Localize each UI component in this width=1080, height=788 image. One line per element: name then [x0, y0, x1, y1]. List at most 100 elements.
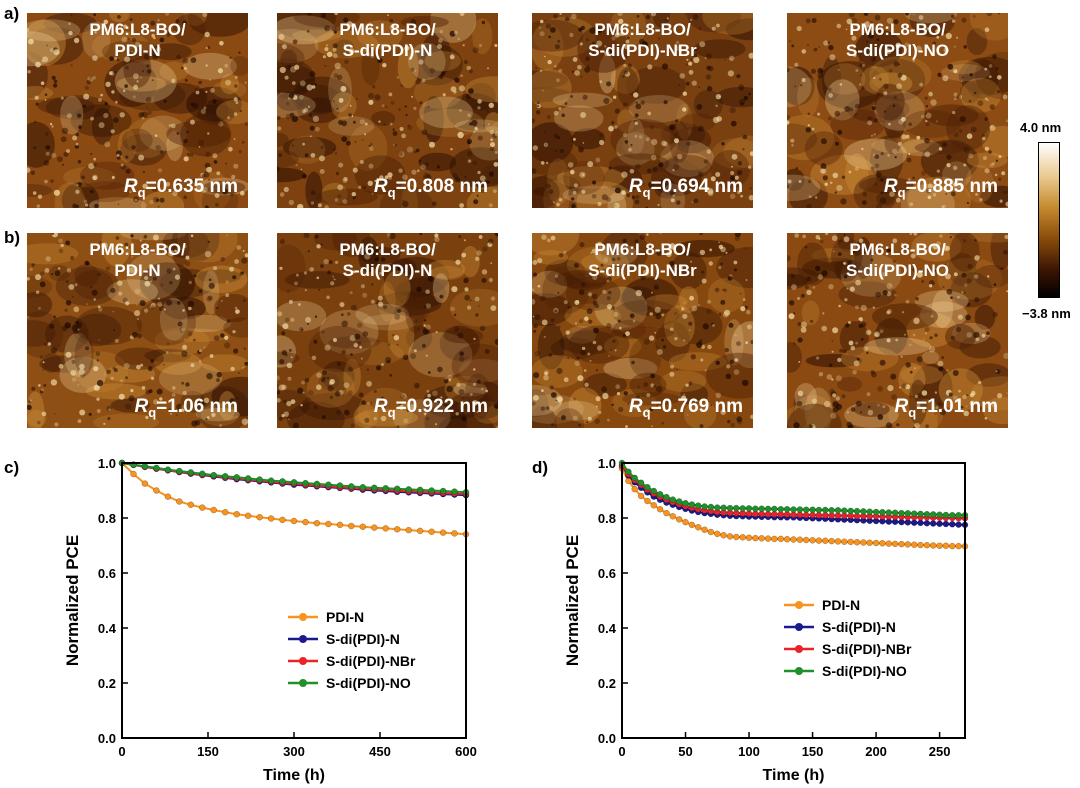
afm-speckle — [103, 19, 109, 25]
afm-speckle — [641, 41, 648, 48]
data-point — [625, 468, 632, 476]
afm-speckle — [46, 44, 49, 47]
afm-speckle — [563, 300, 568, 305]
afm-grain — [166, 120, 231, 148]
afm-speckle — [734, 412, 737, 415]
afm-speckle — [294, 64, 300, 70]
afm-speckle — [678, 83, 681, 86]
afm-grain — [204, 98, 229, 123]
afm-speckle — [411, 169, 417, 175]
afm-speckle — [828, 45, 834, 51]
afm-speckle — [381, 404, 386, 409]
colorbar-max-label: 4.0 nm — [1020, 120, 1062, 135]
afm-speckle — [374, 179, 377, 183]
afm-speckle — [818, 372, 824, 377]
afm-speckle — [233, 112, 238, 116]
afm-grain — [532, 394, 584, 424]
afm-grain — [277, 92, 316, 118]
afm-speckle — [651, 13, 657, 17]
afm-grain — [787, 273, 808, 290]
afm-speckle — [1006, 392, 1008, 394]
afm-image-b-pdi-n: PM6:L8-BO/PDI-N Rq=1.06 nm — [27, 233, 248, 428]
afm-speckle — [789, 40, 792, 43]
afm-grain — [900, 183, 955, 208]
data-point — [656, 491, 664, 498]
afm-speckle — [351, 192, 356, 197]
afm-grain — [610, 119, 677, 160]
legend-label: S-di(PDI)-NBr — [326, 653, 416, 669]
afm-speckle — [986, 13, 993, 17]
afm-speckle — [664, 179, 667, 181]
afm-speckle — [182, 20, 187, 26]
afm-speckle — [685, 383, 689, 387]
afm-speckle — [40, 390, 44, 394]
afm-speckle — [193, 274, 197, 278]
afm-speckle — [590, 252, 593, 254]
afm-grain — [126, 117, 170, 158]
afm-speckle — [720, 262, 723, 266]
afm-speckle — [474, 296, 480, 302]
afm-speckle — [366, 52, 371, 57]
afm-speckle — [207, 240, 210, 243]
afm-speckle — [945, 273, 951, 280]
data-point — [428, 528, 435, 536]
afm-speckle — [901, 311, 905, 314]
afm-grain — [123, 48, 152, 88]
afm-speckle — [303, 233, 310, 239]
afm-speckle — [427, 266, 432, 271]
afm-speckle — [938, 147, 943, 151]
data-point — [199, 470, 206, 477]
afm-speckle — [315, 126, 320, 132]
afm-speckle — [205, 151, 211, 158]
data-point — [847, 507, 854, 515]
afm-speckle — [216, 372, 222, 378]
afm-speckle — [618, 32, 623, 37]
afm-grain — [839, 321, 869, 356]
afm-speckle — [887, 154, 890, 157]
afm-speckle — [128, 395, 135, 402]
afm-speckle — [361, 400, 366, 405]
afm-speckle — [382, 63, 387, 68]
afm-speckle — [826, 374, 833, 380]
afm-speckle — [281, 384, 287, 390]
afm-speckle — [159, 37, 165, 43]
afm-background — [532, 233, 753, 428]
afm-grain — [432, 273, 450, 303]
afm-speckle — [166, 33, 171, 37]
afm-grain — [787, 267, 820, 287]
afm-speckle — [666, 251, 672, 258]
afm-speckle — [140, 363, 144, 367]
afm-speckle — [398, 402, 402, 406]
afm-speckle — [718, 313, 722, 316]
afm-speckle — [176, 132, 180, 135]
afm-grain — [562, 185, 627, 205]
afm-speckle — [818, 237, 821, 240]
afm-speckle — [381, 104, 385, 108]
afm-speckle — [83, 199, 88, 204]
afm-speckle — [127, 246, 131, 249]
afm-speckle — [425, 174, 432, 180]
afm-grain — [277, 92, 305, 112]
afm-speckle — [277, 384, 279, 387]
afm-speckle — [423, 412, 427, 416]
afm-speckle — [137, 333, 142, 339]
panel-label-b: b) — [4, 228, 21, 247]
afm-speckle — [639, 234, 646, 240]
afm-speckle — [973, 274, 979, 279]
afm-speckle — [653, 284, 659, 290]
afm-speckle — [468, 160, 471, 162]
afm-speckle — [388, 265, 392, 268]
afm-speckle — [292, 81, 296, 85]
afm-speckle — [206, 373, 213, 380]
afm-speckle — [973, 91, 977, 95]
afm-speckle — [709, 248, 713, 252]
afm-speckle — [897, 141, 902, 146]
afm-speckle — [807, 124, 810, 127]
afm-speckle — [832, 327, 839, 334]
afm-speckle — [45, 151, 50, 156]
afm-speckle — [486, 180, 490, 184]
afm-speckle — [848, 321, 851, 324]
afm-speckle — [403, 418, 409, 424]
afm-speckle — [61, 325, 68, 332]
afm-speckle — [116, 155, 121, 160]
